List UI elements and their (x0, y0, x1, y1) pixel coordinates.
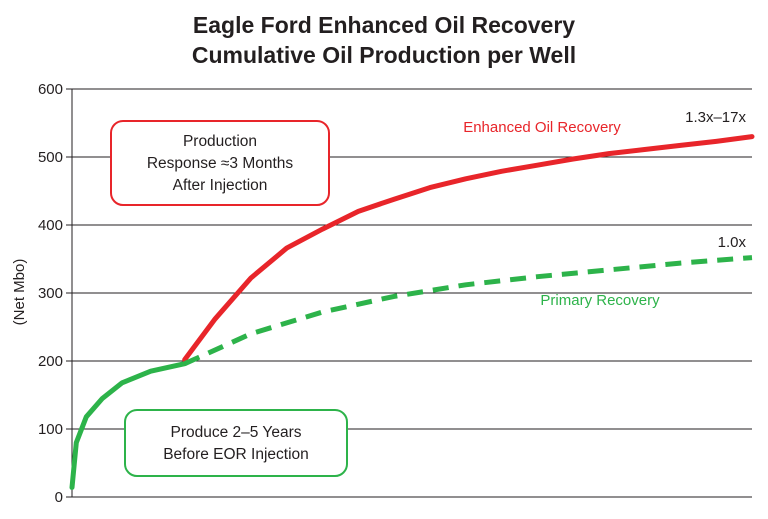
y-axis-label: (Net Mbo) (11, 259, 28, 326)
y-tick-label: 200 (38, 353, 63, 370)
series-line-enhanced-oil-recovery (182, 134, 755, 363)
y-axis: 0 100 200 300 400 500 600 (38, 81, 752, 506)
eor-box-line-1: Production (183, 133, 257, 150)
chart-title-line-1: Eagle Ford Enhanced Oil Recovery (192, 12, 576, 38)
eor-annotation-box: Production Response ≈3 Months After Inje… (110, 120, 330, 206)
eor-box-line-2: Response ≈3 Months (147, 155, 294, 172)
y-tick-label: 100 (38, 421, 63, 438)
eor-series-label: Enhanced Oil Recovery (463, 119, 621, 136)
y-tick-label: 300 (38, 285, 63, 302)
y-tick-label: 0 (55, 489, 63, 506)
chart-title: Eagle Ford Enhanced Oil Recovery Cumulat… (0, 10, 768, 70)
y-tick-label: 600 (38, 81, 63, 98)
series-line-primary-recovery (69, 361, 188, 490)
eor-multiplier-label: 1.3x–17x (685, 109, 746, 126)
y-tick-label: 500 (38, 149, 63, 166)
eor-box-line-3: After Injection (173, 177, 268, 194)
primary-multiplier-label: 1.0x (718, 234, 747, 251)
series-lines (69, 134, 755, 490)
series-line-primary-recovery-dashed (183, 255, 753, 366)
y-tick-label: 400 (38, 217, 63, 234)
primary-box-line-1: Produce 2–5 Years (171, 424, 302, 441)
primary-annotation-box: Produce 2–5 Years Before EOR Injection (124, 409, 348, 477)
primary-box-line-2: Before EOR Injection (163, 446, 309, 463)
chart-subtitle: Cumulative Oil Production per Well (191, 42, 577, 68)
primary-series-label: Primary Recovery (540, 292, 660, 309)
